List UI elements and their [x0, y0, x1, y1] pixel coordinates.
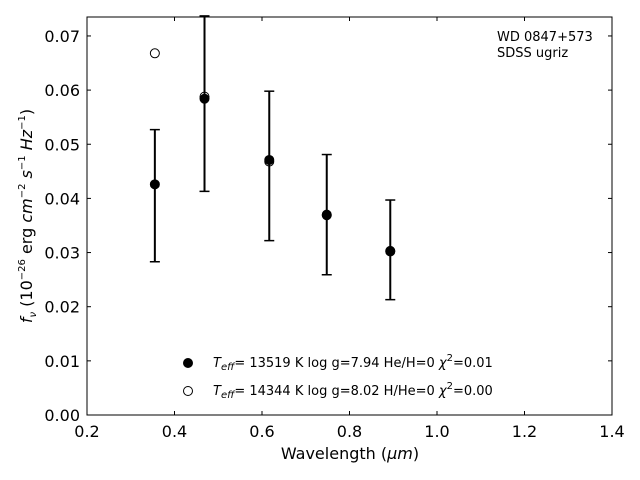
legend-2-chi-val: =0.00 — [453, 384, 493, 399]
x-tick-label: 0.2 — [74, 422, 99, 441]
legend-2-t-sub: eff — [221, 390, 236, 401]
y-label-cm: cm — [17, 198, 36, 222]
y-label-open: (10 — [17, 280, 36, 312]
legend-2-t: T — [213, 384, 222, 399]
annotation: WD 0847+573 SDSS ugriz — [497, 30, 593, 61]
y-tick-label: 0.00 — [44, 406, 80, 425]
y-tick-label: 0.05 — [44, 135, 80, 154]
y-label-exp2: −2 — [17, 184, 28, 199]
y-label-hz: Hz — [17, 129, 36, 155]
y-tick-label: 0.01 — [44, 352, 80, 371]
legend-2-chi-sup: 2 — [447, 381, 453, 392]
model-point-open — [385, 245, 396, 256]
annotation-line-2: SDSS ugriz — [497, 46, 568, 61]
y-tick-label: 0.04 — [44, 189, 80, 208]
y-tick-label: 0.07 — [44, 27, 80, 46]
y-label-exp4: −1 — [17, 115, 28, 130]
y-tick-label: 0.06 — [44, 81, 80, 100]
legend-1-t: T — [213, 356, 222, 371]
model-point-filled — [149, 179, 160, 190]
markers — [149, 48, 396, 257]
legend: Teff= 13519 K log g=7.94 He/H=0 χ2=0.01 … — [183, 353, 493, 401]
annotation-line-1: WD 0847+573 — [497, 30, 593, 45]
x-axis-label: Wavelength (μm) — [281, 444, 419, 463]
legend-entry-2: Teff= 14344 K log g=8.02 H/He=0 χ2=0.00 — [213, 381, 493, 401]
model-point-open — [321, 210, 332, 221]
y-label-close: ) — [17, 109, 36, 115]
legend-marker-filled — [183, 358, 193, 368]
model-point-open — [264, 156, 275, 167]
y-tick-label: 0.03 — [44, 244, 80, 263]
legend-2-rest: = 14344 K log g=8.02 H/He=0 — [234, 384, 439, 399]
legend-1-rest: = 13519 K log g=7.94 He/H=0 — [234, 356, 439, 371]
x-tick-label: 0.4 — [162, 422, 187, 441]
y-label-nu: ν — [28, 312, 39, 318]
legend-1-chi-val: =0.01 — [453, 356, 493, 371]
model-point-filled — [199, 93, 210, 104]
error-bar — [149, 128, 160, 263]
x-tick-label: 0.6 — [249, 422, 274, 441]
model-point-open — [199, 91, 210, 102]
y-label-mid1: erg — [17, 223, 36, 259]
y-label-f: f — [17, 315, 36, 323]
legend-1-chi: χ — [438, 356, 448, 371]
x-tick-label: 1.0 — [424, 422, 449, 441]
x-axis-label-suffix: ) — [413, 444, 419, 463]
legend-1-chi-sup: 2 — [447, 353, 453, 364]
legend-1-t-sub: eff — [221, 362, 236, 373]
legend-2-chi: χ — [438, 384, 448, 399]
x-axis-label-prefix: Wavelength ( — [281, 444, 387, 463]
x-tick-label: 1.2 — [512, 422, 537, 441]
ticks: 0.2 0.4 0.6 0.8 1.0 1.2 1.4 0.00 0.01 0.02 0.03 0.0… — [44, 17, 625, 441]
legend-entry-1: Teff= 13519 K log g=7.94 He/H=0 χ2=0.01 — [213, 353, 493, 373]
y-axis-label: fν (10−26 erg cm−2 s−1 Hz−1) — [17, 109, 39, 323]
y-label-exp3: −1 — [17, 155, 28, 170]
model-point-open — [149, 48, 160, 59]
y-tick-label: 0.02 — [44, 298, 80, 317]
legend-marker-open — [183, 386, 193, 396]
x-axis-label-unit: μm — [386, 444, 413, 463]
x-tick-label: 0.8 — [337, 422, 362, 441]
x-tick-label: 1.4 — [599, 422, 624, 441]
y-label-exp1: −26 — [17, 259, 28, 280]
y-label-s: s — [17, 170, 36, 183]
